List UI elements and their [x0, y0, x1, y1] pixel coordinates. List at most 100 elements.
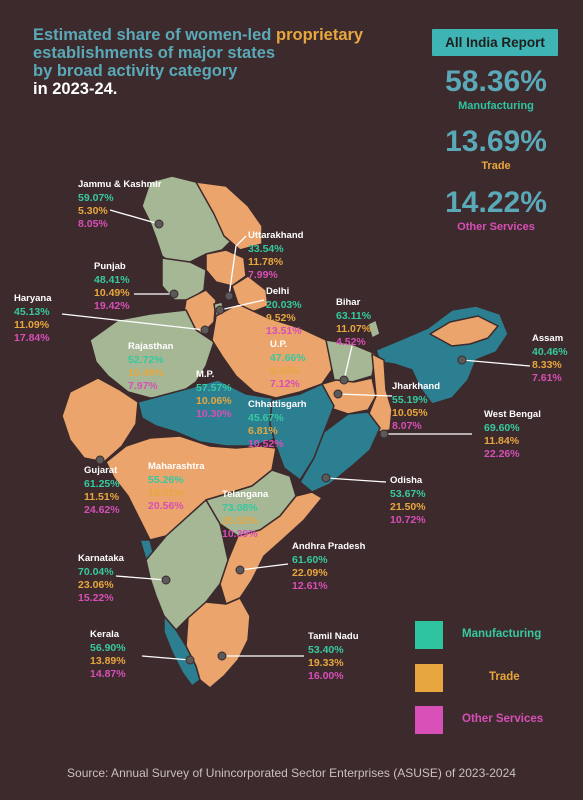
manufacturing-share: 45.13%: [14, 306, 50, 318]
trade-share: 11.51%: [84, 491, 120, 503]
trade-share: 11.84%: [484, 435, 520, 447]
source-note: Source: Annual Survey of Unincorporated …: [67, 766, 516, 780]
all-india-stat-value: 14.22%: [445, 186, 547, 219]
trade-share: 10.05%: [392, 407, 428, 419]
other-services-share: 4.52%: [336, 336, 366, 348]
state-shape-up: [211, 303, 337, 399]
leader-line-as: [461, 359, 531, 367]
state-name: Karnataka: [78, 553, 124, 564]
state-name: Jharkhand: [392, 381, 441, 392]
trade-share: 11.07%: [336, 323, 372, 335]
trade-share: 9.52%: [266, 312, 296, 324]
trade-share: 22.09%: [292, 567, 328, 579]
state-shape-rj: [89, 309, 215, 399]
other-services-share: 13.51%: [266, 325, 302, 337]
leader-line-od: [325, 477, 387, 483]
leader-line-hr: [61, 313, 206, 331]
trade-share: 11.09%: [14, 319, 50, 331]
other-services-share: 10.72%: [390, 514, 426, 526]
state-name: Assam: [532, 333, 564, 344]
state-shape-od: [299, 411, 381, 493]
state-name: Jammu & Kashmir: [78, 179, 162, 190]
manufacturing-share: 53.67%: [390, 488, 426, 500]
state-label-jk: Jammu & Kashmir 59.07% 5.30% 8.05%: [78, 178, 161, 231]
trade-share: 23.06%: [78, 579, 114, 591]
trade-share: 11.78%: [248, 256, 284, 268]
state-marker-tn: [217, 651, 227, 661]
state-shape-ka: [145, 499, 229, 631]
other-services-share: 19.42%: [94, 300, 130, 312]
state-label-ka: Karnataka 70.04% 23.06% 15.22%: [78, 552, 124, 605]
trade-share: 19.33%: [308, 657, 344, 669]
other-services-share: 17.84%: [14, 332, 50, 344]
state-shape-gj: [61, 377, 139, 463]
other-services-share: 12.61%: [292, 580, 328, 592]
state-name: M.P.: [196, 369, 215, 380]
other-services-share: 10.30%: [196, 408, 232, 420]
chart-title: Estimated share of women-led proprietary…: [33, 26, 373, 98]
manufacturing-share: 48.41%: [94, 274, 130, 286]
state-marker-kl: [185, 655, 195, 665]
legend-swatch: [415, 664, 443, 692]
leader-line-br: [343, 345, 353, 381]
trade-share: 9.35%: [270, 365, 300, 377]
manufacturing-share: 53.40%: [308, 644, 344, 656]
state-marker-pb: [169, 289, 179, 299]
trade-share: 5.30%: [78, 205, 108, 217]
leader-line-jk: [109, 209, 160, 225]
leader-line-uk: [228, 235, 247, 297]
state-label-uk: Uttarakhand 33.54% 11.78% 7.99%: [248, 229, 303, 282]
state-shape-wb: [367, 353, 393, 433]
other-services-share: 22.26%: [484, 448, 520, 460]
state-name: Chhattisgarh: [248, 399, 307, 410]
title-line-3: by broad activity category: [33, 62, 238, 80]
trade-share: 6.81%: [248, 425, 278, 437]
other-services-share: 24.62%: [84, 504, 120, 516]
state-shape-ladakh: [195, 181, 263, 251]
manufacturing-share: 69.60%: [484, 422, 520, 434]
state-label-dl: Delhi 20.03% 9.52% 13.51%: [266, 285, 302, 338]
leader-line-kl: [141, 655, 191, 661]
state-marker-wb: [379, 429, 389, 439]
state-name: Uttarakhand: [248, 230, 304, 241]
other-services-share: 15.22%: [78, 592, 114, 604]
state-label-kl: Kerala 56.90% 13.89% 14.87%: [90, 628, 126, 681]
trade-share: 21.50%: [390, 501, 426, 513]
trade-share: 10.49%: [128, 367, 164, 379]
state-marker-as: [457, 355, 467, 365]
manufacturing-share: 55.26%: [148, 474, 184, 486]
state-name: U.P.: [270, 339, 288, 350]
all-india-stat-label: Trade: [481, 160, 511, 172]
manufacturing-share: 59.07%: [78, 192, 114, 204]
state-label-tn: Tamil Nadu 53.40% 19.33% 16.00%: [308, 630, 359, 683]
leader-line-dl: [219, 299, 265, 311]
legend-label: Manufacturing: [462, 628, 542, 640]
state-shape-sk: [367, 319, 381, 339]
all-india-stat-value: 13.69%: [445, 125, 547, 158]
state-name: Delhi: [266, 286, 290, 297]
state-label-od: Odisha 53.67% 21.50% 10.72%: [390, 474, 426, 527]
state-name: Bihar: [336, 297, 361, 308]
state-label-mh: Maharashtra 55.26% 18.51% 20.56%: [148, 460, 205, 513]
manufacturing-share: 61.60%: [292, 554, 328, 566]
state-label-rj: Rajasthan 52.72% 10.49% 7.97%: [128, 340, 173, 393]
state-name: Maharashtra: [148, 461, 205, 472]
manufacturing-share: 57.57%: [196, 382, 232, 394]
manufacturing-share: 73.08%: [222, 502, 258, 514]
manufacturing-share: 20.03%: [266, 299, 302, 311]
legend-swatch: [415, 621, 443, 649]
other-services-share: 10.39%: [222, 528, 258, 540]
manufacturing-share: 47.66%: [270, 352, 306, 364]
title-line-4: in 2023-24.: [33, 80, 118, 98]
other-services-share: 16.00%: [308, 670, 344, 682]
state-name: Telangana: [222, 489, 269, 500]
other-services-share: 8.07%: [392, 420, 422, 432]
trade-share: 18.51%: [148, 487, 184, 499]
other-services-share: 7.61%: [532, 372, 562, 384]
leader-line-ap: [239, 563, 289, 571]
manufacturing-share: 70.04%: [78, 566, 114, 578]
leader-line-ka: [115, 575, 167, 581]
state-name: Gujarat: [84, 465, 118, 476]
trade-share: 10.49%: [94, 287, 130, 299]
